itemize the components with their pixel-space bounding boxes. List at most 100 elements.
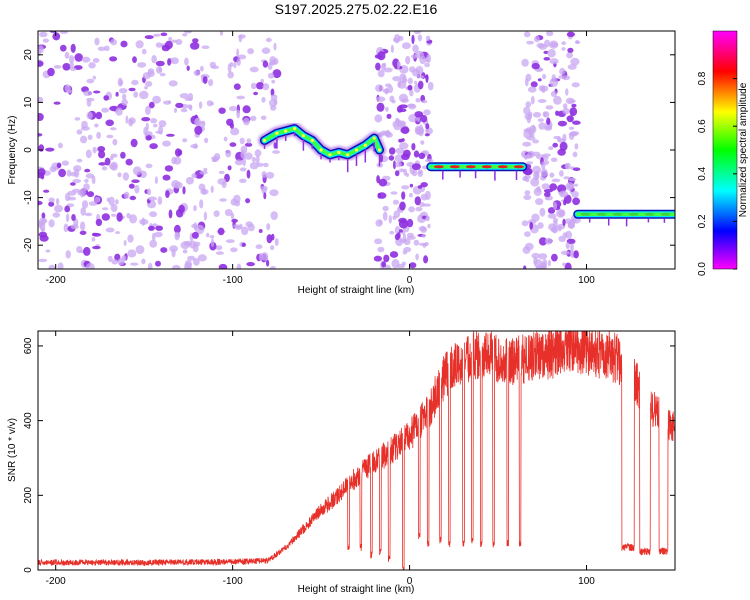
noise-blob xyxy=(168,36,173,42)
noise-blob xyxy=(64,84,71,93)
noise-blob xyxy=(154,176,158,184)
noise-blob xyxy=(103,45,110,52)
noise-blob xyxy=(409,183,414,188)
noise-blob xyxy=(568,177,577,182)
noise-blob xyxy=(525,101,532,108)
noise-blob xyxy=(574,40,581,45)
noise-blob xyxy=(175,39,183,45)
noise-blob xyxy=(567,64,577,70)
noise-blob xyxy=(562,107,570,115)
noise-blob xyxy=(104,157,111,166)
noise-blob xyxy=(182,138,188,143)
noise-blob xyxy=(135,40,144,49)
noise-blob xyxy=(200,65,204,72)
noise-blob xyxy=(127,234,134,243)
noise-blob xyxy=(415,50,424,59)
noise-blob xyxy=(230,127,240,136)
noise-blob xyxy=(536,185,541,193)
spectrogram-xtick-label: -200 xyxy=(46,275,66,286)
noise-blob xyxy=(95,218,103,227)
noise-blob xyxy=(162,174,171,181)
noise-blob xyxy=(244,142,253,147)
noise-blob xyxy=(169,245,179,253)
noise-blob xyxy=(559,67,566,76)
noise-blob xyxy=(141,217,146,226)
noise-blob xyxy=(562,103,568,109)
noise-blob xyxy=(229,62,234,68)
noise-blob xyxy=(265,171,275,179)
noise-blob xyxy=(389,251,399,258)
noise-blob xyxy=(217,227,225,236)
noise-blob xyxy=(144,86,148,90)
noise-blob xyxy=(270,211,278,221)
noise-blob xyxy=(272,69,282,79)
noise-blob xyxy=(203,211,208,221)
spectrogram-xtick-label: -100 xyxy=(223,275,243,286)
noise-blob xyxy=(191,173,197,179)
noise-blob xyxy=(112,138,118,146)
noise-blob xyxy=(166,133,175,137)
noise-blob xyxy=(246,138,252,144)
noise-blob xyxy=(38,133,43,137)
noise-blob xyxy=(150,118,158,124)
noise-blob xyxy=(558,75,564,79)
noise-blob xyxy=(193,205,197,212)
snr-xtick-label: 100 xyxy=(578,576,595,587)
noise-blob xyxy=(38,258,48,263)
snr-xtick-label: -100 xyxy=(223,576,243,587)
noise-blob xyxy=(145,163,153,169)
noise-blob xyxy=(110,38,117,46)
noise-blob xyxy=(255,155,260,164)
noise-blob xyxy=(376,96,386,102)
noise-blob xyxy=(245,198,251,204)
noise-blob xyxy=(149,143,158,150)
noise-blob xyxy=(105,227,115,233)
noise-blob xyxy=(377,246,385,253)
noise-blob xyxy=(116,212,123,222)
noise-blob xyxy=(73,168,80,178)
noise-blob xyxy=(48,201,55,207)
noise-blob xyxy=(128,87,136,92)
noise-blob xyxy=(93,90,101,94)
noise-blob xyxy=(236,109,241,119)
noise-blob xyxy=(87,134,93,140)
noise-blob xyxy=(101,166,108,171)
noise-blob xyxy=(417,80,424,90)
noise-blob xyxy=(145,105,151,115)
noise-blob xyxy=(537,68,544,72)
noise-blob xyxy=(41,172,45,180)
noise-blob xyxy=(97,146,106,153)
noise-blob xyxy=(92,232,102,237)
noise-blob xyxy=(58,168,66,178)
noise-blob xyxy=(403,168,408,176)
noise-blob xyxy=(146,188,152,196)
noise-blob xyxy=(394,233,400,241)
noise-blob xyxy=(411,143,416,151)
noise-blob xyxy=(548,146,554,151)
noise-blob xyxy=(395,161,402,168)
noise-blob xyxy=(398,138,403,143)
noise-blob xyxy=(393,210,401,219)
noise-blob xyxy=(185,176,194,185)
noise-blob xyxy=(274,238,279,247)
noise-blob xyxy=(269,189,279,197)
noise-blob xyxy=(270,233,275,241)
noise-blob xyxy=(41,218,48,224)
noise-blob xyxy=(541,183,550,190)
noise-blob xyxy=(241,242,246,247)
noise-blob xyxy=(526,136,536,141)
signal-hotspot xyxy=(284,129,288,133)
noise-blob xyxy=(566,238,576,245)
noise-blob xyxy=(414,196,421,206)
noise-blob xyxy=(544,191,551,198)
spectrogram-xtick-label: 0 xyxy=(407,275,413,286)
noise-blob xyxy=(408,206,415,213)
noise-blob xyxy=(85,149,92,159)
noise-blob xyxy=(76,158,83,163)
noise-blob xyxy=(111,259,119,265)
noise-blob xyxy=(566,115,574,123)
noise-blob xyxy=(550,157,558,163)
noise-blob xyxy=(190,42,200,50)
noise-blob xyxy=(418,225,427,232)
